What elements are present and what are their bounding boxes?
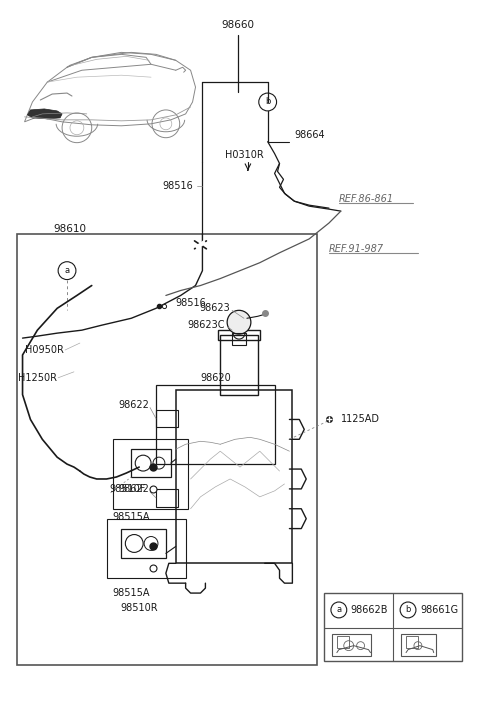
Bar <box>131 449 171 477</box>
Text: 98620: 98620 <box>200 373 231 383</box>
Bar <box>401 633 436 656</box>
Text: 98510F: 98510F <box>109 484 146 494</box>
Circle shape <box>400 602 416 618</box>
Bar <box>156 410 178 427</box>
Text: 1125AD: 1125AD <box>341 415 380 425</box>
Bar <box>232 333 246 345</box>
Text: 98515A: 98515A <box>112 512 150 522</box>
Bar <box>156 385 275 464</box>
Text: 98516: 98516 <box>176 298 206 309</box>
Text: 98510R: 98510R <box>120 603 158 613</box>
Text: H0950R: H0950R <box>25 345 64 355</box>
Text: 98515A: 98515A <box>112 588 150 598</box>
Text: REF.86-861: REF.86-861 <box>339 194 394 204</box>
Bar <box>121 529 166 558</box>
Text: 98623C: 98623C <box>188 320 225 330</box>
Text: 98610: 98610 <box>53 224 86 234</box>
Text: H1250R: H1250R <box>18 373 57 383</box>
Text: 98623: 98623 <box>199 303 230 314</box>
Text: a: a <box>64 266 70 275</box>
Bar <box>220 335 258 394</box>
Bar <box>17 234 317 666</box>
Bar <box>337 636 349 647</box>
Circle shape <box>227 310 251 334</box>
Bar <box>218 330 260 340</box>
Text: 98660: 98660 <box>222 20 254 30</box>
Text: 98622: 98622 <box>118 399 149 410</box>
Text: 98622: 98622 <box>118 484 149 494</box>
Text: 98516: 98516 <box>163 181 193 191</box>
Text: H0310R: H0310R <box>225 150 264 160</box>
Bar <box>107 519 186 578</box>
Bar <box>156 489 178 507</box>
Bar <box>113 439 188 509</box>
Text: a: a <box>336 605 341 614</box>
Circle shape <box>331 602 347 618</box>
Text: b: b <box>405 605 411 614</box>
Text: b: b <box>265 98 270 106</box>
Circle shape <box>259 93 276 111</box>
Bar <box>406 636 418 647</box>
Bar <box>324 593 462 661</box>
Text: 98661G: 98661G <box>420 605 458 615</box>
Text: 98664: 98664 <box>294 130 325 140</box>
Text: REF.91-987: REF.91-987 <box>329 244 384 254</box>
Polygon shape <box>27 109 62 119</box>
Bar <box>176 389 292 563</box>
Circle shape <box>58 262 76 280</box>
Bar <box>332 633 372 656</box>
Text: 98662B: 98662B <box>351 605 388 615</box>
